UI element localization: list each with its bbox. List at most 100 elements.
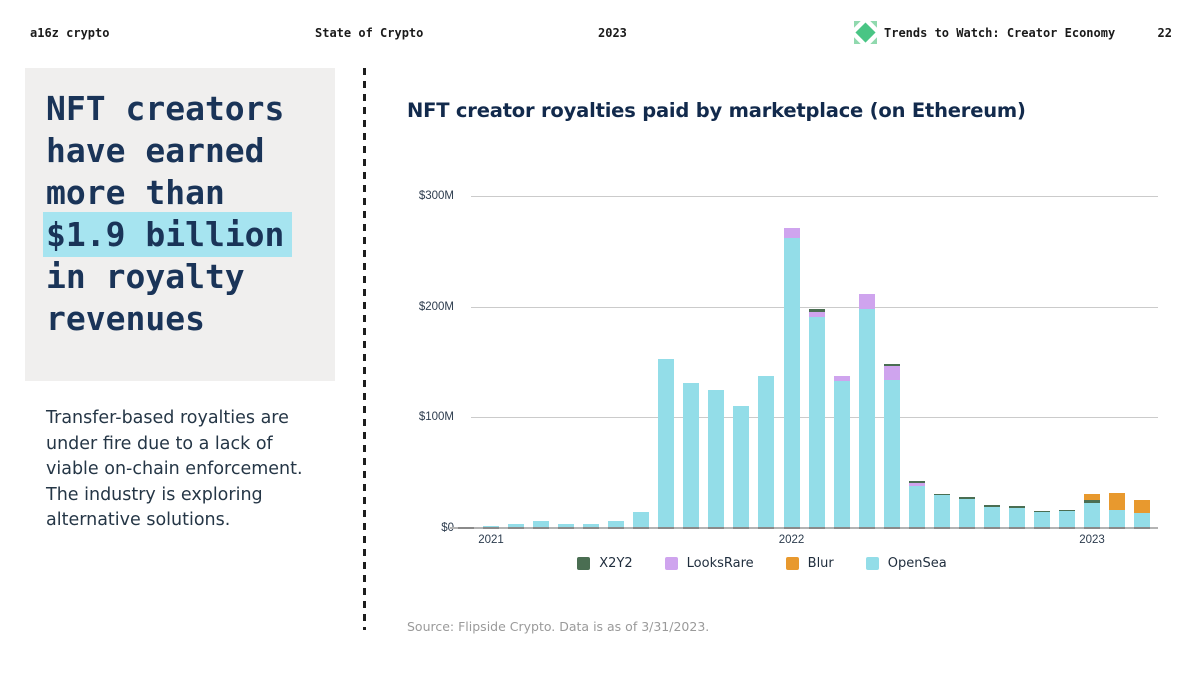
bar-mar-2023 xyxy=(1134,196,1151,528)
bar-segment-opensea xyxy=(583,524,600,528)
dashed-divider xyxy=(363,68,366,630)
bar-segment-opensea xyxy=(533,520,550,528)
bar-segment-opensea xyxy=(1084,502,1100,528)
x-axis-year-label: 2022 xyxy=(778,534,805,546)
x-axis-tick xyxy=(1134,527,1151,529)
headline-highlight: $1.9 billion xyxy=(43,212,293,257)
bar-segment-opensea xyxy=(633,511,650,528)
bar-segment-opensea xyxy=(708,389,725,528)
bar-oct-2021 xyxy=(708,196,725,528)
gridline-300m xyxy=(471,196,1158,197)
bar-segment-opensea xyxy=(508,523,525,528)
x-axis-tick xyxy=(708,527,725,529)
source-note: Source: Flipside Crypto. Data is as of 3… xyxy=(407,619,710,634)
y-axis-tick-label: $100M xyxy=(418,411,454,423)
bar-segment-x2y2 xyxy=(883,363,900,367)
bar-segment-opensea xyxy=(833,380,850,528)
legend-swatch-looksrare xyxy=(664,557,678,570)
bar-segment-looksrare xyxy=(833,375,850,381)
bar-may-2022 xyxy=(883,196,900,528)
bar-segment-blur xyxy=(1134,500,1151,514)
x-axis-tick xyxy=(1033,527,1050,529)
bar-segment-opensea xyxy=(608,521,625,528)
x-axis-tick xyxy=(983,527,1000,529)
x-axis-tick xyxy=(1084,527,1100,529)
x-axis-tick xyxy=(883,527,900,529)
bar-feb-2022 xyxy=(808,196,825,528)
bar-segment-blur xyxy=(1084,493,1100,500)
x-axis-tick xyxy=(808,527,825,529)
bar-segment-blur xyxy=(1109,493,1126,510)
bar-segment-opensea xyxy=(483,525,500,528)
x-axis-tick xyxy=(758,527,775,529)
section-label: Trends to Watch: Creator Economy xyxy=(884,26,1116,40)
x-axis-tick xyxy=(933,527,950,529)
bar-segment-opensea xyxy=(1058,511,1075,528)
x-axis-tick xyxy=(683,527,700,529)
page-number: 22 xyxy=(1157,26,1172,40)
bar-segment-x2y2 xyxy=(908,480,925,484)
a16z-diamond-logo-icon xyxy=(854,21,877,44)
x-axis-tick xyxy=(508,527,525,529)
x-axis-tick xyxy=(658,527,675,529)
bar-segment-opensea xyxy=(758,375,775,528)
bar-segment-x2y2 xyxy=(1033,510,1050,512)
bar-feb-2021 xyxy=(508,196,525,528)
bar-sep-2022 xyxy=(983,196,1000,528)
bar-jul-2022 xyxy=(933,196,950,528)
bar-oct-2022 xyxy=(1008,196,1025,528)
legend-swatch-x2y2 xyxy=(577,557,591,570)
legend-item-blur: Blur xyxy=(785,556,834,571)
bar-nov-2021 xyxy=(733,196,750,528)
bar-dec-2022 xyxy=(1058,196,1075,528)
legend-swatch-blur xyxy=(785,557,799,570)
bar-segment-x2y2 xyxy=(933,494,950,496)
plot-area: 2021 2022 2023 xyxy=(450,196,1158,546)
bar-segment-opensea xyxy=(1008,507,1025,528)
x-axis-tick xyxy=(858,527,875,529)
legend-item-x2y2: X2Y2 xyxy=(577,556,633,571)
bar-nov-2022 xyxy=(1033,196,1050,528)
bar-apr-2022 xyxy=(858,196,875,528)
headline-line: $1.9 billion xyxy=(43,212,293,257)
legend-item-opensea: OpenSea xyxy=(865,556,947,571)
bar-jun-2022 xyxy=(908,196,925,528)
x-axis-tick xyxy=(1008,527,1025,529)
bar-segment-looksrare xyxy=(883,366,900,380)
bar-segment-opensea xyxy=(883,379,900,528)
x-axis-tick xyxy=(733,527,750,529)
legend-label: LooksRare xyxy=(686,556,754,571)
bar-segment-opensea xyxy=(808,316,825,528)
x-axis-tick xyxy=(908,527,925,529)
bar-segment-opensea xyxy=(1033,511,1050,528)
bar-segment-opensea xyxy=(558,523,575,528)
headline: NFT creators have earned more than $1.9 … xyxy=(43,88,293,340)
bar-segment-opensea xyxy=(983,506,1000,528)
bar-segment-opensea xyxy=(858,308,875,528)
x-axis-year-label: 2023 xyxy=(1079,534,1105,546)
x-axis-tick xyxy=(608,527,625,529)
year-label: 2023 xyxy=(598,26,627,40)
report-title-label: State of Crypto xyxy=(315,26,424,40)
headline-panel: NFT creators have earned more than $1.9 … xyxy=(25,68,335,381)
bar-segment-opensea xyxy=(1109,509,1126,528)
x-axis-tick xyxy=(533,527,550,529)
x-axis-year-label: 2021 xyxy=(478,534,504,546)
x-axis-tick xyxy=(558,527,575,529)
bar-jun-2021 xyxy=(608,196,625,528)
x-axis-line xyxy=(450,527,1158,529)
x-axis-tick xyxy=(958,527,975,529)
bar-apr-2021 xyxy=(558,196,575,528)
bar-segment-opensea xyxy=(958,499,975,528)
legend: X2Y2 LooksRare Blur OpenSea xyxy=(364,556,1160,571)
bar-segment-x2y2 xyxy=(1058,510,1075,512)
x-axis-tick xyxy=(458,527,474,529)
x-axis-tick xyxy=(833,527,850,529)
x-axis-tick xyxy=(483,527,500,529)
bar-jan-2021 xyxy=(483,196,500,528)
bar-sep-2021 xyxy=(683,196,700,528)
headline-line: NFT creators xyxy=(46,89,285,128)
bar-segment-opensea xyxy=(733,406,750,528)
bar-dec-2021 xyxy=(758,196,775,528)
bar-segment-opensea xyxy=(683,383,700,528)
